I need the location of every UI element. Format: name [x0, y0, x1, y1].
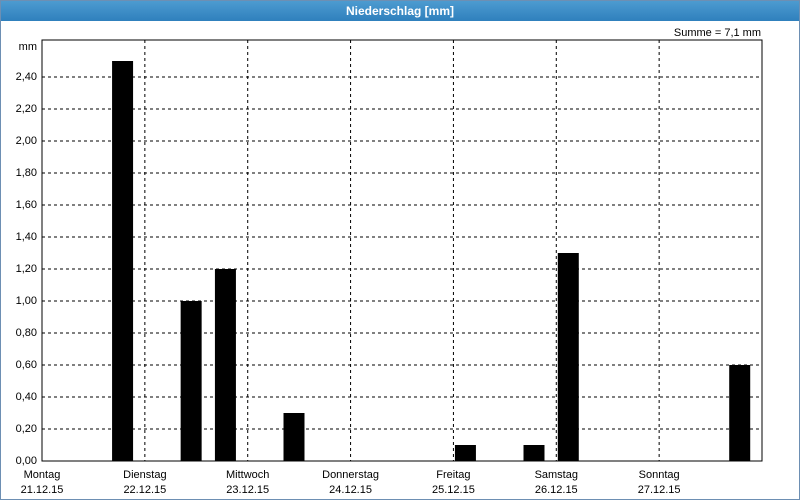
- x-tick-date: 27.12.15: [638, 484, 681, 496]
- x-tick-date: 21.12.15: [21, 484, 64, 496]
- x-tick-label: Donnerstag: [322, 469, 379, 481]
- bar: [523, 445, 545, 461]
- y-tick-label: 1,20: [16, 263, 37, 275]
- x-tick-date: 26.12.15: [535, 484, 578, 496]
- y-tick-label: 0,00: [16, 455, 37, 467]
- y-tick-label: 0,20: [16, 423, 37, 435]
- x-tick-label: Samstag: [535, 469, 578, 481]
- y-tick-label: 2,40: [16, 71, 37, 83]
- x-tick-date: 22.12.15: [123, 484, 166, 496]
- bar: [283, 413, 305, 461]
- y-tick-label: 2,00: [16, 135, 37, 147]
- chart: mm Summe = 7,1 mm 0,00 0,20 0,40 0,60 0,80 1,…: [16, 27, 763, 496]
- x-tick-date: 23.12.15: [226, 484, 269, 496]
- bar: [557, 253, 579, 461]
- y-tick-label: 2,20: [16, 103, 37, 115]
- sum-annotation: Summe = 7,1 mm: [674, 27, 761, 39]
- x-tick-label: Montag: [24, 469, 61, 481]
- y-tick-label: 0,80: [16, 327, 37, 339]
- x-tick-label: Freitag: [436, 469, 470, 481]
- bar: [454, 445, 476, 461]
- title-bar: Niederschlag [mm]: [1, 1, 799, 21]
- y-tick-label: 1,60: [16, 199, 37, 211]
- plot-frame: [41, 39, 763, 462]
- x-tick-date: 24.12.15: [329, 484, 372, 496]
- y-unit: mm: [19, 41, 37, 53]
- y-tick-label: 1,40: [16, 231, 37, 243]
- x-tick-label: Dienstag: [123, 469, 166, 481]
- bar: [729, 365, 751, 461]
- x-tick-label: Sonntag: [639, 469, 680, 481]
- y-tick-label: 1,00: [16, 295, 37, 307]
- y-tick-label: 1,80: [16, 167, 37, 179]
- x-tick-date: 25.12.15: [432, 484, 475, 496]
- bar: [112, 61, 134, 461]
- bar: [214, 269, 236, 461]
- bar: [180, 301, 202, 461]
- x-tick-label: Mittwoch: [226, 469, 269, 481]
- y-tick-label: 0,60: [16, 359, 37, 371]
- y-tick-label: 0,40: [16, 391, 37, 403]
